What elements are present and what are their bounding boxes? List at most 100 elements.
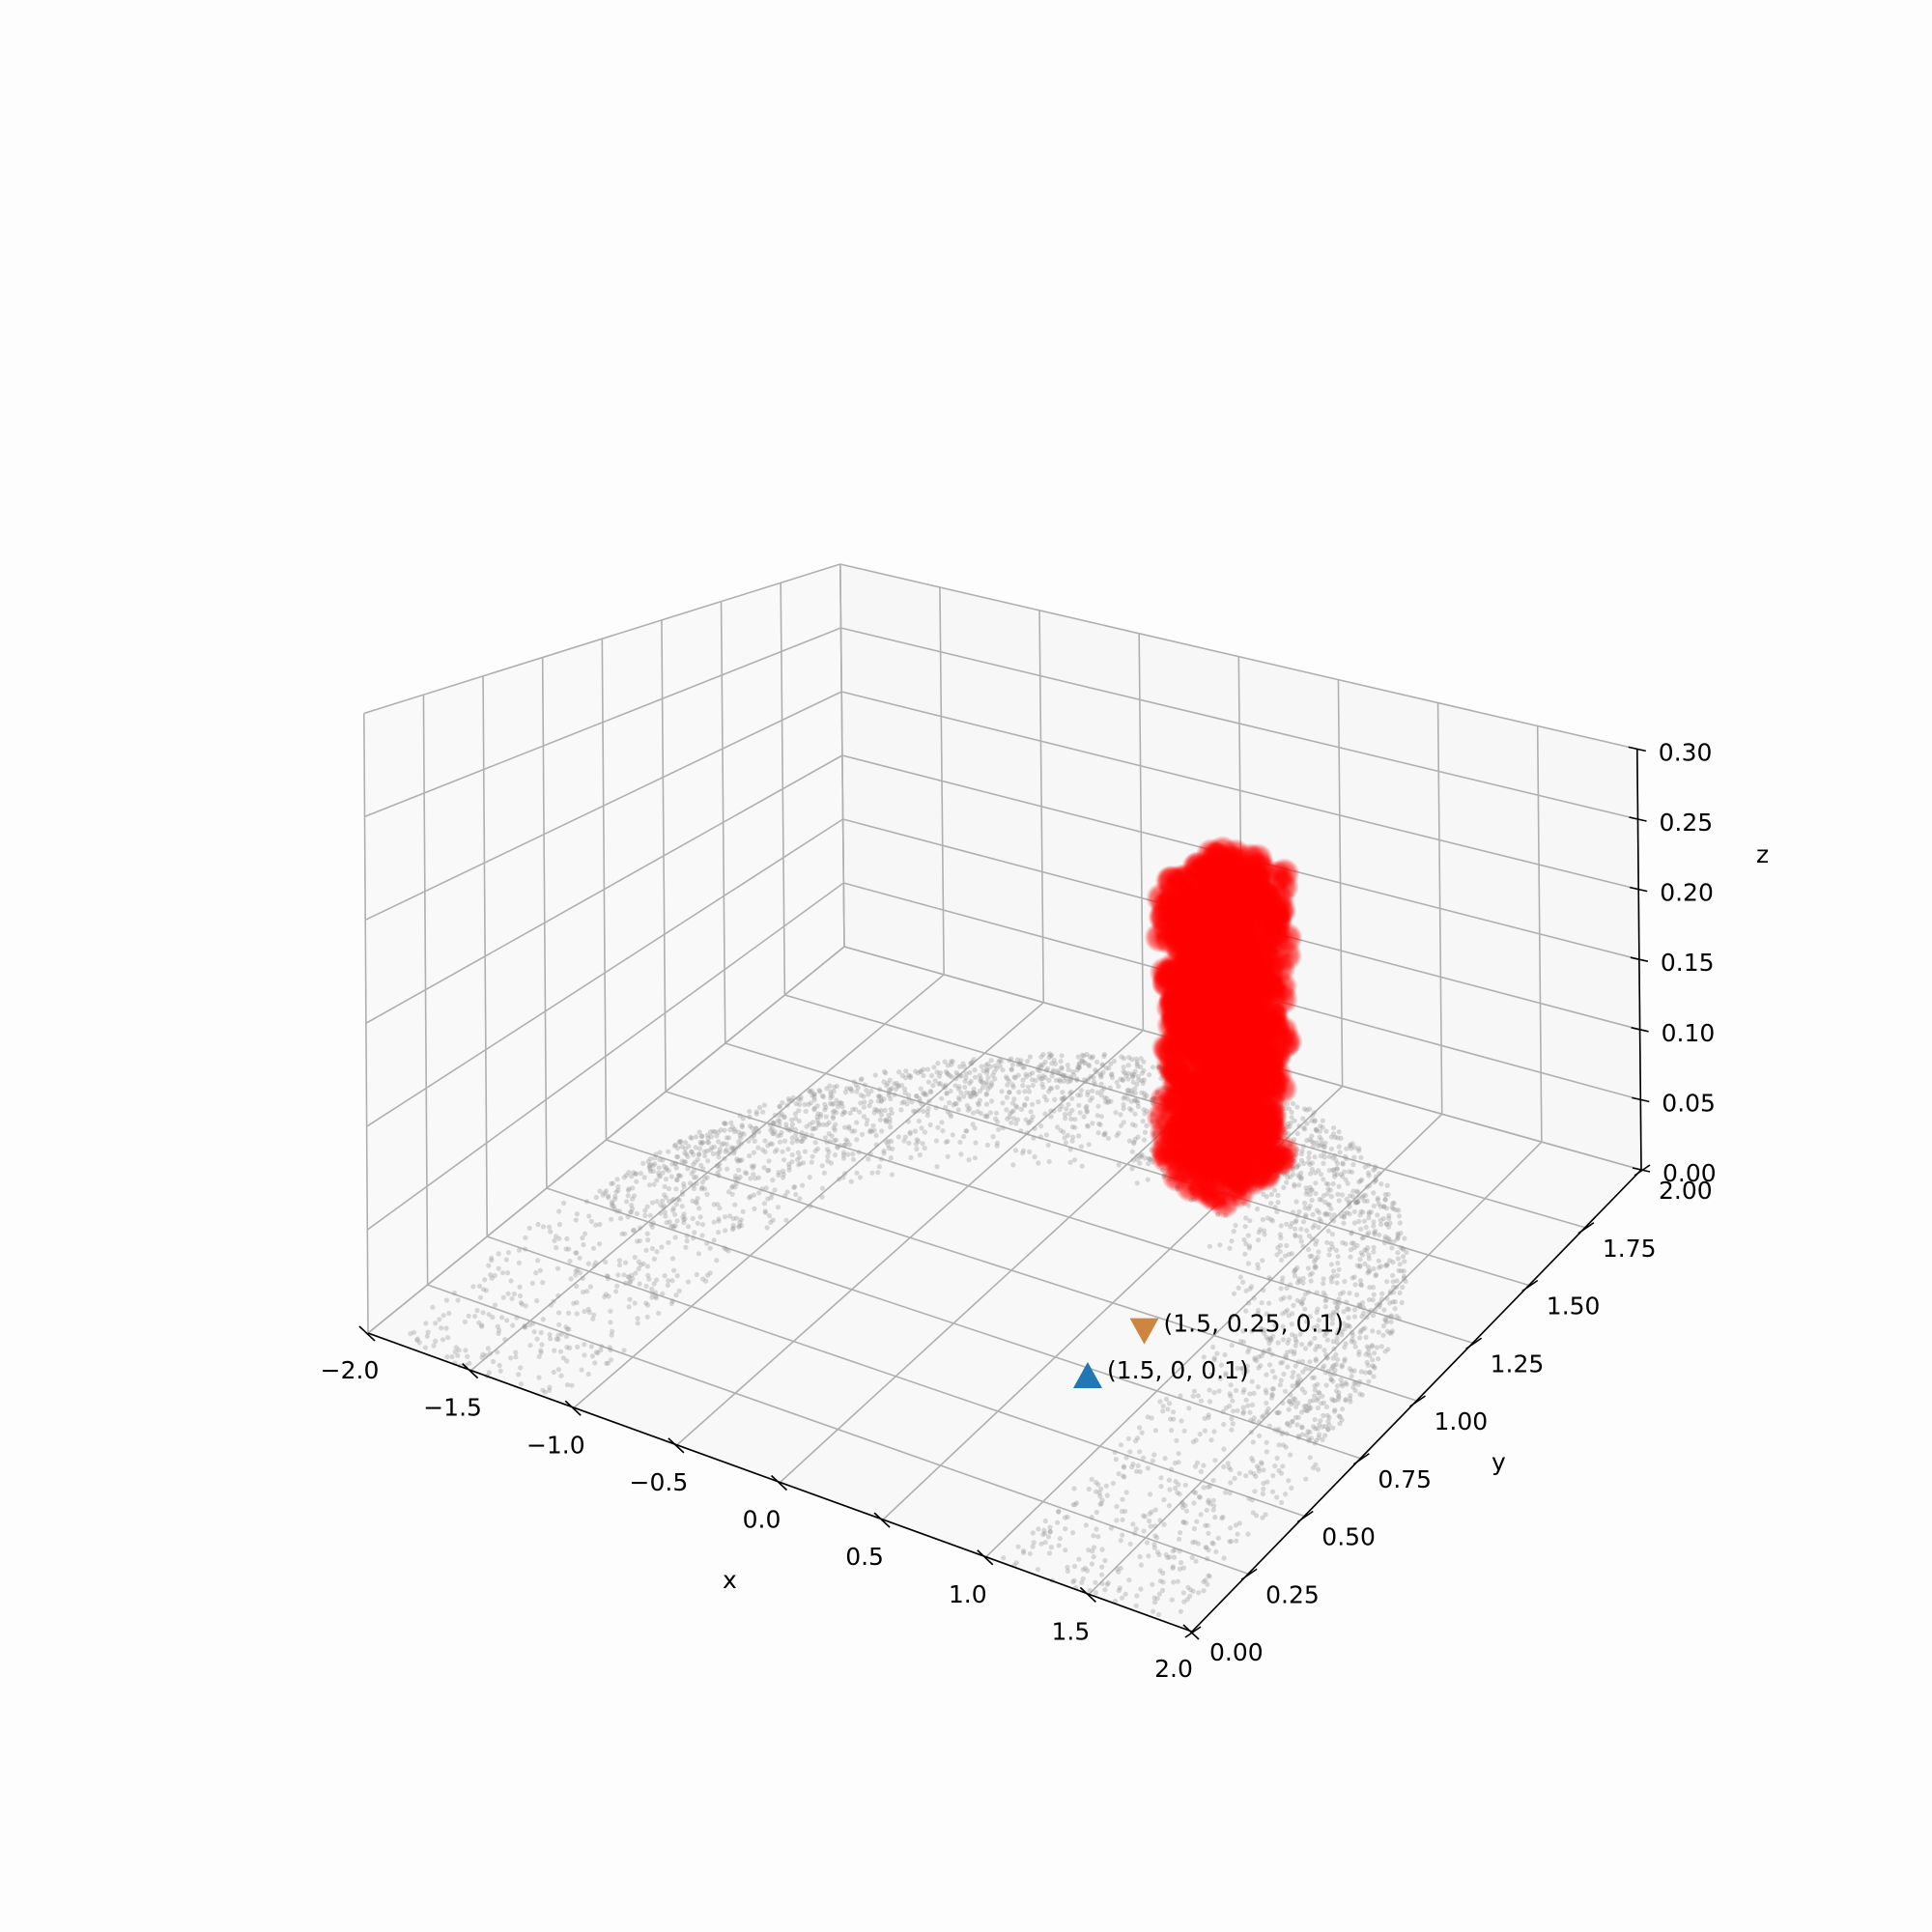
gray-point [747,1152,753,1159]
gray-point [1367,1268,1373,1274]
gray-point [518,1381,525,1387]
gray-point [722,1214,728,1220]
gray-point [585,1261,591,1266]
gray-point [1141,1107,1147,1113]
gray-point [830,1101,836,1107]
gray-point [1074,1067,1080,1073]
gray-point [1365,1362,1371,1368]
gray-point [1285,1364,1291,1370]
gray-point [1326,1252,1332,1258]
gray-point [1274,1252,1280,1258]
gray-point [643,1247,649,1253]
gray-point [1032,1125,1037,1131]
gray-point [533,1270,539,1276]
gray-point [1036,1065,1041,1070]
gray-point [1079,1579,1085,1585]
gray-point [1139,1151,1145,1158]
gray-point [1287,1423,1293,1429]
gray-point [531,1329,537,1335]
gray-point [697,1139,703,1145]
gray-point [1299,1148,1305,1153]
gray-point [1203,1522,1208,1528]
gray-point [1265,1337,1271,1343]
gray-point [1071,1072,1077,1078]
gray-point [704,1148,710,1154]
gray-point [1367,1369,1373,1375]
gray-point [1236,1470,1242,1476]
gray-point [1325,1202,1331,1208]
gray-point [1314,1344,1320,1350]
gray-point [552,1348,557,1353]
gray-point [888,1087,894,1093]
gray-point [608,1357,614,1363]
gray-point [1287,1398,1293,1405]
gray-point [1288,1452,1293,1458]
gray-point [652,1155,658,1161]
gray-point [1007,1090,1012,1095]
gray-point [1367,1352,1373,1358]
gray-point [777,1113,782,1119]
gray-point [573,1250,579,1256]
gray-point [488,1272,494,1278]
gray-point [902,1075,909,1081]
gray-point [839,1111,845,1118]
gray-point [1294,1380,1300,1386]
gray-point [931,1065,937,1070]
gray-point [948,1088,953,1094]
gray-point [513,1354,519,1360]
gray-point [830,1109,837,1115]
gray-point [1063,1140,1068,1146]
gray-point [735,1158,741,1164]
gray-point [1020,1077,1026,1083]
gray-point [1340,1161,1346,1167]
left-grid-z [366,882,844,1231]
gray-point [1128,1088,1134,1094]
gray-point [846,1125,852,1131]
gray-point [1283,1352,1289,1358]
gray-point [811,1106,817,1113]
gray-point [1376,1201,1381,1207]
gray-point [1373,1178,1378,1183]
gray-point [851,1079,857,1085]
gray-point [676,1173,682,1179]
gray-point [1285,1420,1291,1426]
gray-point [480,1351,486,1357]
gray-point [1266,1300,1272,1306]
gray-point [1366,1346,1372,1351]
gray-point [1346,1322,1351,1328]
gray-point [953,1069,959,1075]
gray-point [1074,1500,1080,1506]
gray-point [1302,1126,1308,1132]
gray-point [651,1181,657,1187]
gray-point [1261,1413,1266,1419]
gray-point [1309,1133,1315,1139]
gray-point [1321,1281,1326,1287]
gray-point [1330,1167,1336,1173]
gray-point [1295,1414,1301,1420]
gray-point [1042,1518,1048,1524]
gray-point [1334,1383,1341,1389]
gray-point [451,1290,457,1296]
gray-point [1259,1461,1264,1466]
gray-point [811,1092,817,1097]
gray-point [740,1208,746,1214]
gray-point [667,1219,672,1225]
gray-point [676,1173,682,1179]
gray-point [1123,1455,1129,1461]
gray-point [932,1078,938,1084]
gray-point [1025,1084,1032,1090]
gray-point [1099,1497,1105,1503]
gray-point [1134,1059,1140,1065]
gray-point [1341,1321,1347,1326]
gray-point [1277,1249,1283,1255]
gray-point [1334,1166,1341,1172]
gray-point [973,1140,979,1146]
gray-point [1101,1094,1108,1100]
x-axis-label: x [723,1566,737,1594]
gray-point [1388,1313,1394,1319]
gray-point [1038,1541,1044,1547]
gray-point [621,1272,627,1278]
gray-point [728,1145,734,1151]
gray-point [906,1072,912,1078]
gray-point [683,1244,689,1250]
